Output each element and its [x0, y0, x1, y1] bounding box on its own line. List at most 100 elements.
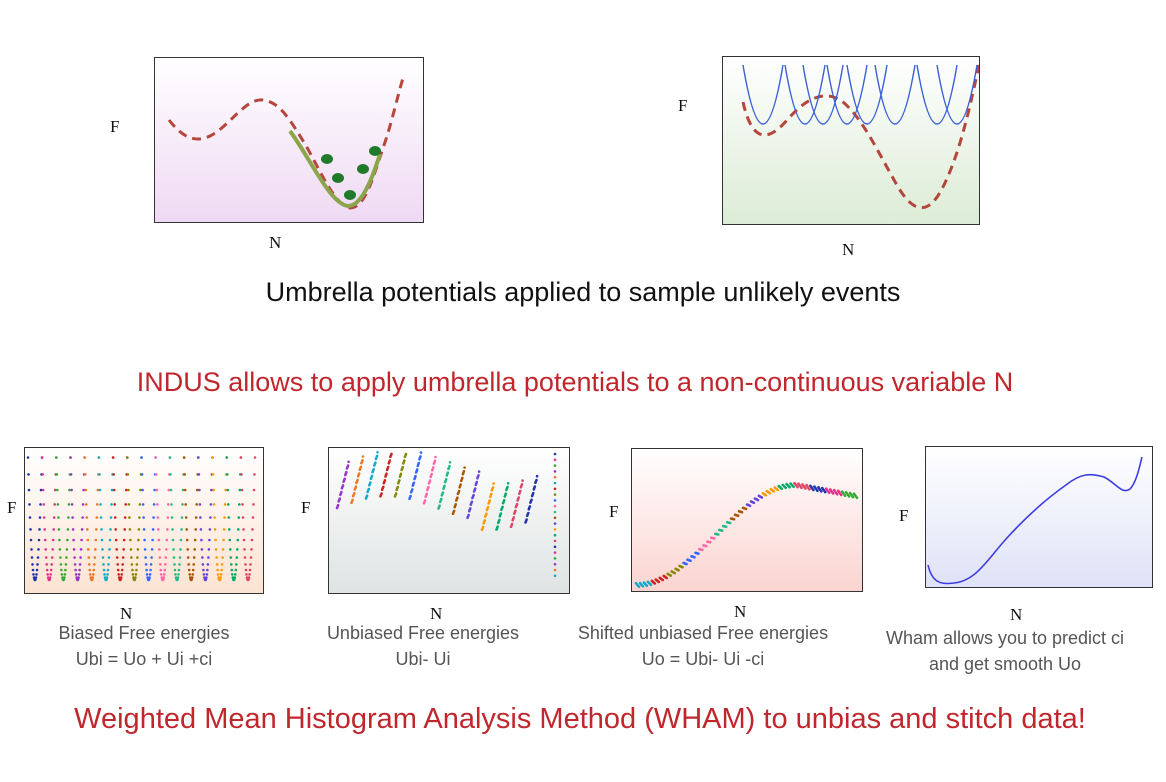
shifted-curve-point: [736, 514, 740, 517]
biased-window-point: [101, 548, 104, 551]
biased-window-point: [167, 488, 171, 492]
biased-window-point: [63, 576, 66, 579]
free-energy-dashed-curve: [741, 64, 979, 210]
biased-window-point: [102, 563, 105, 566]
unbiased-legend-marker: [553, 452, 557, 456]
unbiased-window-point: [490, 492, 493, 496]
biased-window-point: [221, 556, 224, 559]
biased-window-point: [176, 576, 180, 579]
unbiased-window-point: [394, 492, 398, 495]
unbiased-window-point: [519, 489, 522, 493]
biased-window-point: [68, 488, 71, 492]
unbiased-legend-marker: [553, 539, 557, 543]
biased-window-point: [87, 556, 91, 559]
biased-window-point: [234, 568, 238, 572]
unbiased-window-point: [411, 488, 414, 491]
biased-window-point: [213, 516, 216, 519]
biased-window-point: [182, 456, 186, 459]
biased-window-point: [134, 573, 138, 576]
biased-window-point: [149, 563, 153, 566]
shifted-curve-point: [839, 493, 843, 497]
biased-window-point: [45, 563, 48, 566]
unbiased-window-point: [517, 496, 520, 499]
biased-window-point: [155, 473, 158, 476]
biased-window-point: [172, 548, 175, 551]
top-left-x-label: N: [269, 233, 282, 252]
plot-background: [632, 449, 862, 591]
unbiased-window-point: [499, 512, 503, 515]
unbiased-window-point: [398, 479, 401, 482]
shifted-curve-point: [681, 566, 684, 569]
unbiased-window-point: [372, 468, 375, 471]
biased-window-point: [251, 516, 255, 519]
biased-window-point: [129, 538, 132, 542]
panel2-caption: Unbiased Free energies Ubi- Ui: [308, 620, 538, 672]
biased-window-point: [191, 573, 194, 576]
biased-window-point: [214, 548, 218, 551]
shifted-curve-point: [717, 533, 720, 536]
biased-window-point: [238, 488, 242, 492]
biased-window-point: [71, 516, 74, 519]
top-right-x-label: N: [842, 240, 855, 259]
biased-window-point: [242, 528, 245, 531]
unbiased-window-point: [434, 455, 437, 459]
biased-window-point: [120, 573, 123, 576]
biased-window-point: [28, 516, 32, 519]
biased-window-point: [60, 573, 64, 576]
shifted-curve-point: [649, 583, 653, 586]
biased-window-point: [60, 568, 63, 572]
unbiased-window-point: [467, 513, 470, 517]
umbrella-potentials-group: [742, 64, 978, 125]
biased-window-point: [233, 576, 237, 579]
panel3-x-label: N: [734, 602, 747, 621]
biased-window-point: [243, 556, 247, 559]
shifted-curve-point: [693, 556, 696, 559]
biased-window-point: [110, 503, 113, 506]
shifted-curve-point: [677, 569, 680, 572]
shifted-curve-point: [831, 492, 835, 495]
biased-window-point: [105, 576, 109, 579]
biased-window-point: [169, 488, 173, 492]
biased-window-point: [226, 473, 229, 476]
panel1-caption-line1: Biased Free energies: [58, 623, 230, 643]
biased-window-point: [84, 473, 87, 476]
biased-window-point: [236, 538, 240, 542]
top-left-plot-svg: [155, 58, 423, 222]
panel-biased: [24, 447, 264, 594]
unbiased-window-point: [399, 472, 403, 476]
biased-window-point: [143, 548, 147, 551]
unbiased-window-point: [354, 485, 358, 488]
biased-window-point: [115, 548, 118, 551]
biased-window-point: [230, 568, 234, 572]
biased-window-point: [250, 538, 254, 542]
biased-window-point: [199, 516, 202, 519]
biased-window-point: [209, 516, 212, 519]
biased-window-point: [93, 563, 96, 566]
unbiased-window-point: [531, 491, 535, 495]
panel4-x-label: N: [1010, 605, 1023, 624]
panel-wham-svg: [926, 447, 1152, 587]
shifted-curve-point: [709, 541, 712, 544]
biased-window-point: [200, 548, 204, 551]
biased-window-point: [220, 563, 224, 566]
unbiased-window-point: [409, 494, 412, 498]
shifted-curve-point: [689, 559, 692, 562]
biased-window-point: [157, 528, 160, 531]
panel3-caption-line2: Uo = Ubi- Ui -ci: [641, 649, 765, 669]
biased-window-point: [136, 548, 140, 551]
panel-unbiased: [328, 447, 570, 594]
biased-window-point: [70, 488, 73, 492]
biased-window-point: [37, 538, 41, 542]
biased-window-point: [244, 568, 248, 572]
unbiased-legend-marker: [553, 545, 557, 549]
biased-window-point: [36, 556, 40, 559]
biased-window-point: [249, 563, 252, 566]
unbiased-window-point: [515, 502, 519, 506]
biased-window-point: [120, 568, 124, 572]
panel3-caption-line1: Shifted unbiased Free energies: [577, 623, 829, 643]
biased-window-point: [240, 488, 244, 492]
plot-background: [329, 448, 569, 593]
biased-window-point: [29, 528, 32, 531]
biased-window-point: [179, 548, 182, 551]
unbiased-window-point: [473, 487, 477, 490]
